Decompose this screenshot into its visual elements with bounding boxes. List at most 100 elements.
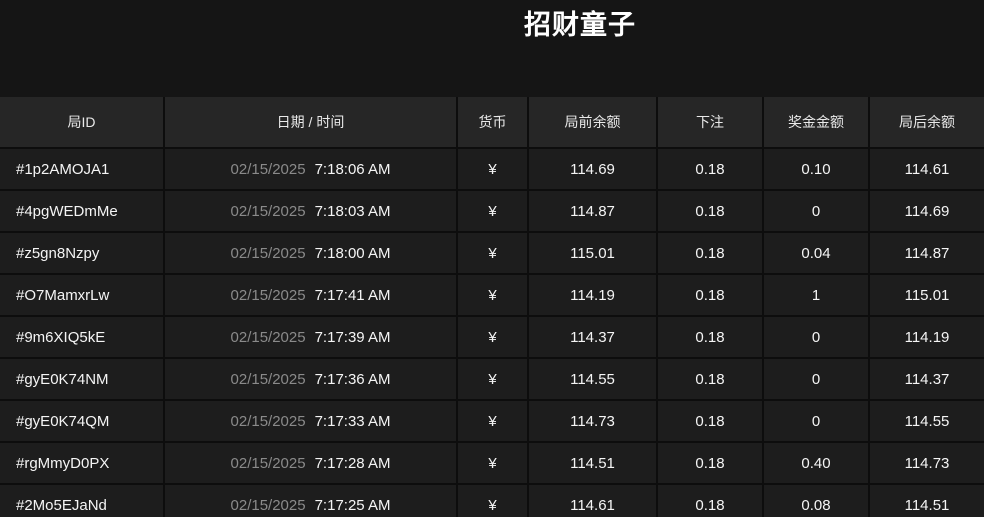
column-header-balance-after: 局后余额 <box>868 97 984 149</box>
round-id-cell: #gyE0K74NM <box>0 357 164 400</box>
balance-before-cell: 114.87 <box>527 189 657 232</box>
currency-cell: ¥ <box>456 273 528 316</box>
date-time-cell: 02/15/2025 7:17:33 AM <box>163 399 457 442</box>
prize-amount-cell: 1 <box>762 273 869 316</box>
page-title: 招财童子 <box>524 10 636 40</box>
date-text: 02/15/2025 <box>230 454 306 472</box>
date-text: 02/15/2025 <box>230 286 306 304</box>
date-time-cell: 02/15/2025 7:18:03 AM <box>163 189 457 232</box>
balance-after-cell: 114.73 <box>868 441 984 484</box>
date-text: 02/15/2025 <box>230 370 306 388</box>
bet-cell: 0.18 <box>656 231 763 274</box>
prize-amount-cell: 0.10 <box>762 148 869 190</box>
time-text: 7:17:33 AM <box>314 412 391 430</box>
table-body: #1p2AMOJA1 02/15/2025 7:18:06 AM ¥114.69 0.1… <box>0 148 984 517</box>
balance-before-cell: 114.19 <box>527 273 657 316</box>
bet-cell: 0.18 <box>656 189 763 232</box>
round-id-cell: #2Mo5EJaNd <box>0 483 164 517</box>
round-id-cell: #gyE0K74QM <box>0 399 164 442</box>
date-time-cell: 02/15/2025 7:17:41 AM <box>163 273 457 316</box>
time-text: 7:17:25 AM <box>314 497 391 514</box>
table-row: #4pgWEDmMe 02/15/2025 7:18:03 AM ¥114.87 0.1… <box>0 189 984 232</box>
column-header-date-time: 日期 / 时间 <box>163 97 457 149</box>
balance-after-cell: 114.69 <box>868 189 984 232</box>
date-text: 02/15/2025 <box>230 202 306 220</box>
round-id-cell: #4pgWEDmMe <box>0 189 164 232</box>
currency-cell: ¥ <box>456 357 528 400</box>
column-header-currency: 货币 <box>456 97 528 149</box>
table-row: #gyE0K74QM 02/15/2025 7:17:33 AM ¥114.73 0.1… <box>0 399 984 442</box>
balance-after-cell: 114.55 <box>868 399 984 442</box>
time-text: 7:18:03 AM <box>314 202 391 220</box>
date-text: 02/15/2025 <box>230 328 306 346</box>
round-id-cell: #1p2AMOJA1 <box>0 148 164 190</box>
date-time-cell: 02/15/2025 7:17:28 AM <box>163 441 457 484</box>
balance-before-cell: 114.51 <box>527 441 657 484</box>
column-header-balance-before: 局前余额 <box>527 97 657 149</box>
table-row: #gyE0K74NM 02/15/2025 7:17:36 AM ¥114.55 0.1… <box>0 357 984 400</box>
table-row: #O7MamxrLw 02/15/2025 7:17:41 AM ¥114.19 0.1… <box>0 273 984 316</box>
prize-amount-cell: 0.08 <box>762 483 869 517</box>
date-time-cell: 02/15/2025 7:17:36 AM <box>163 357 457 400</box>
time-text: 7:18:06 AM <box>314 160 391 178</box>
balance-before-cell: 114.61 <box>527 483 657 517</box>
prize-amount-cell: 0 <box>762 399 869 442</box>
balance-after-cell: 114.37 <box>868 357 984 400</box>
date-time-cell: 02/15/2025 7:17:39 AM <box>163 315 457 358</box>
column-header-round-id: 局ID <box>0 97 164 149</box>
date-text: 02/15/2025 <box>230 160 306 178</box>
table-row: #z5gn8Nzpy 02/15/2025 7:18:00 AM ¥115.01 0.1… <box>0 231 984 274</box>
bet-cell: 0.18 <box>656 399 763 442</box>
currency-cell: ¥ <box>456 483 528 517</box>
currency-cell: ¥ <box>456 315 528 358</box>
date-time-cell: 02/15/2025 7:18:00 AM <box>163 231 457 274</box>
bet-cell: 0.18 <box>656 148 763 190</box>
round-id-cell: #O7MamxrLw <box>0 273 164 316</box>
time-text: 7:17:28 AM <box>314 454 391 472</box>
balance-before-cell: 115.01 <box>527 231 657 274</box>
column-header-bet: 下注 <box>656 97 763 149</box>
prize-amount-cell: 0 <box>762 357 869 400</box>
balance-after-cell: 114.61 <box>868 148 984 190</box>
table-row: #1p2AMOJA1 02/15/2025 7:18:06 AM ¥114.69 0.1… <box>0 148 984 190</box>
time-text: 7:17:41 AM <box>314 286 391 304</box>
prize-amount-cell: 0.04 <box>762 231 869 274</box>
date-text: 02/15/2025 <box>230 497 306 514</box>
balance-after-cell: 115.01 <box>868 273 984 316</box>
currency-cell: ¥ <box>456 148 528 190</box>
currency-cell: ¥ <box>456 189 528 232</box>
time-text: 7:17:39 AM <box>314 328 391 346</box>
prize-amount-cell: 0 <box>762 189 869 232</box>
prize-amount-cell: 0.40 <box>762 441 869 484</box>
bet-cell: 0.18 <box>656 357 763 400</box>
round-id-cell: #9m6XIQ5kE <box>0 315 164 358</box>
currency-cell: ¥ <box>456 399 528 442</box>
column-header-prize-amount: 奖金金额 <box>762 97 869 149</box>
bet-cell: 0.18 <box>656 273 763 316</box>
bet-cell: 0.18 <box>656 315 763 358</box>
balance-after-cell: 114.87 <box>868 231 984 274</box>
bet-cell: 0.18 <box>656 483 763 517</box>
balance-before-cell: 114.69 <box>527 148 657 190</box>
game-history-table: 局ID 日期 / 时间 货币 局前余额 下注 奖金金额 局后余额 #1p2AMO… <box>0 97 984 517</box>
balance-before-cell: 114.37 <box>527 315 657 358</box>
time-text: 7:17:36 AM <box>314 370 391 388</box>
table-row: #2Mo5EJaNd 02/15/2025 7:17:25 AM ¥114.61 0.1… <box>0 483 984 517</box>
bet-cell: 0.18 <box>656 441 763 484</box>
table-header: 局ID 日期 / 时间 货币 局前余额 下注 奖金金额 局后余额 <box>0 97 984 149</box>
round-id-cell: #z5gn8Nzpy <box>0 231 164 274</box>
prize-amount-cell: 0 <box>762 315 869 358</box>
date-time-cell: 02/15/2025 7:17:25 AM <box>163 483 457 517</box>
time-text: 7:18:00 AM <box>314 244 391 262</box>
balance-after-cell: 114.51 <box>868 483 984 517</box>
date-text: 02/15/2025 <box>230 244 306 262</box>
table-header-row: 局ID 日期 / 时间 货币 局前余额 下注 奖金金额 局后余额 <box>0 97 984 149</box>
table-row: #rgMmyD0PX 02/15/2025 7:17:28 AM ¥114.51 0.1… <box>0 441 984 484</box>
round-id-cell: #rgMmyD0PX <box>0 441 164 484</box>
currency-cell: ¥ <box>456 231 528 274</box>
table-row: #9m6XIQ5kE 02/15/2025 7:17:39 AM ¥114.37 0.1… <box>0 315 984 358</box>
balance-after-cell: 114.19 <box>868 315 984 358</box>
balance-before-cell: 114.73 <box>527 399 657 442</box>
date-time-cell: 02/15/2025 7:18:06 AM <box>163 148 457 190</box>
